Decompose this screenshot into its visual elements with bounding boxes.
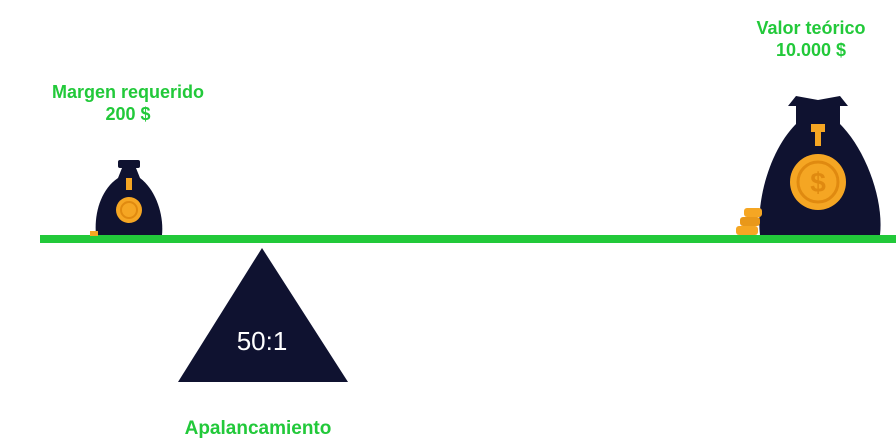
notional-label: Valor teórico 10.000 $: [716, 18, 896, 61]
small-money-bag-icon: [90, 160, 163, 236]
leverage-ratio: 50:1: [237, 326, 288, 356]
leverage-label: Apalancamiento: [184, 418, 332, 439]
fulcrum-triangle-icon: 50:1: [178, 248, 348, 382]
margin-label: Margen requerido 200 $: [0, 82, 256, 125]
margin-title: Margen requerido: [51, 82, 205, 102]
notional-title: Valor teórico: [756, 18, 866, 38]
svg-text:$: $: [810, 167, 826, 198]
coin-stack-icon: [736, 208, 762, 235]
margin-amount: 200 $: [105, 103, 151, 124]
balance-beam: [40, 235, 896, 243]
large-money-bag-icon: $: [759, 96, 881, 235]
notional-amount: 10.000 $: [775, 39, 847, 60]
